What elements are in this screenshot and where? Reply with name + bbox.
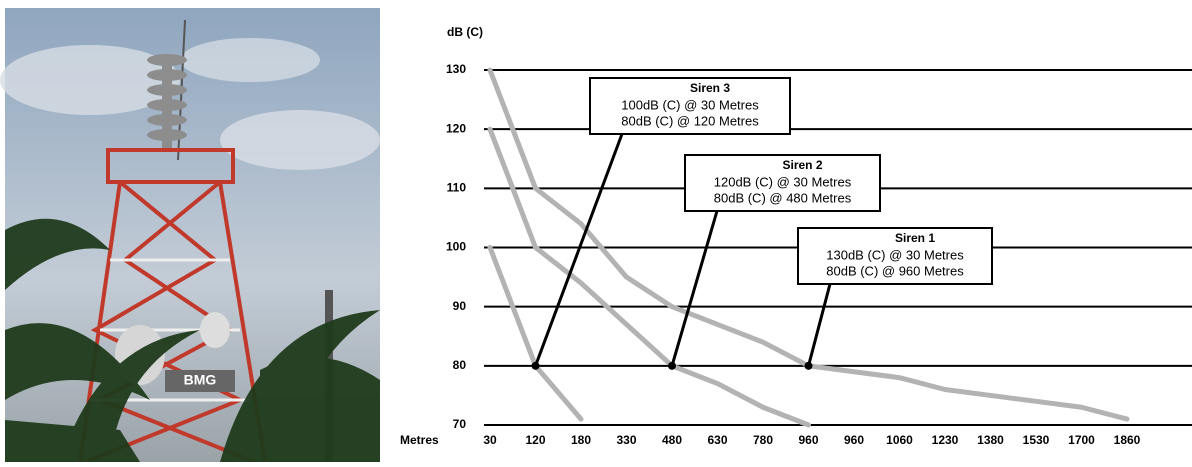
plot: 70 80 90 100 110 120 130 30 120 180 330 480 630 780 96… [446,62,1192,447]
x-tick-label: 330 [616,433,636,447]
callout-pointer [536,134,623,366]
x-tick-label: 480 [662,433,682,447]
y-tick-label: 120 [446,121,466,135]
x-tick-label: 120 [525,433,545,447]
x-tick-label: 630 [707,433,727,447]
series-name: Siren 3 [690,81,730,95]
callout-text: 80dB (C) @ 120 Metres [621,113,759,128]
callout-pointer [672,211,717,366]
y-tick-label: 100 [446,240,466,254]
photo: BMG [0,8,380,462]
x-tick-label: 960 [844,433,864,447]
callout-text: 120dB (C) @ 30 Metres [714,174,852,189]
x-tick-label: 180 [571,433,591,447]
callout-text: 80dB (C) @ 960 Metres [826,263,964,278]
y-tick-label: 110 [447,181,467,195]
figure: BMG dB (C) Metres 70 80 90 100 110 120 130 30 12… [0,0,1192,462]
y-axis-label: dB (C) [447,25,483,39]
x-tick-label: 960 [798,433,818,447]
callout-pointer [809,284,831,366]
callout-text: 130dB (C) @ 30 Metres [826,247,964,262]
x-axis-label: Metres [400,433,439,447]
callout-text: 80dB (C) @ 480 Metres [714,190,852,205]
callout-point [532,362,540,370]
x-tick-label: 1860 [1114,433,1141,447]
y-tick-label: 130 [446,62,466,76]
x-tick-label: 30 [483,433,497,447]
callout-text: 100dB (C) @ 30 Metres [621,97,759,112]
y-tick-label: 70 [453,417,467,431]
x-tick-label: 780 [753,433,773,447]
callout-point [805,362,813,370]
x-tick-label: 1530 [1023,433,1050,447]
x-tick-label: 1060 [886,433,913,447]
x-tick-label: 1230 [932,433,959,447]
y-tick-label: 80 [453,358,467,372]
page: {"photo": {"label": "BMG"}, "chart_data"… [0,0,1192,467]
series-name: Siren 1 [895,231,935,245]
callout-point [668,362,676,370]
y-tick-label: 90 [453,299,467,313]
x-tick-label: 1380 [977,433,1004,447]
series-name: Siren 2 [782,158,822,172]
x-tick-label: 1700 [1068,433,1095,447]
photo-sign: BMG [184,372,217,388]
